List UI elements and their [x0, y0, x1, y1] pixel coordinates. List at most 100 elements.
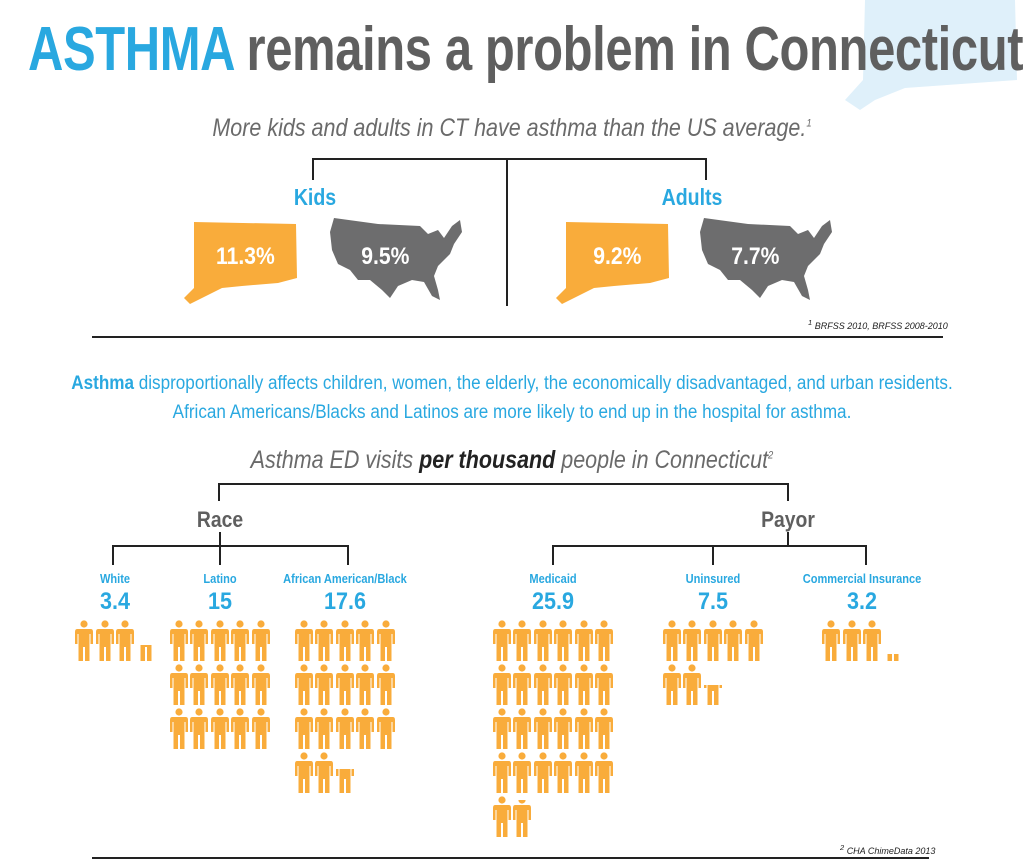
person-icon — [492, 752, 512, 794]
adults-us-value: 7.7% — [731, 243, 780, 270]
person-icon — [723, 620, 743, 662]
person-icon — [189, 708, 209, 750]
person-icon — [553, 708, 573, 750]
title-bold: per thousand — [419, 446, 556, 474]
person-icon — [553, 664, 573, 706]
person-icon — [210, 664, 230, 706]
person-icon — [314, 664, 334, 706]
person-icon — [95, 620, 115, 662]
person-icon — [862, 620, 882, 662]
bracket-line — [312, 158, 314, 180]
title-highlight: ASTHMA — [28, 15, 234, 84]
person-icon — [294, 708, 314, 750]
person-icon — [335, 708, 355, 750]
paragraph-line-1: Asthma disproportionally affects childre… — [51, 373, 973, 395]
group-label: Uninsured — [685, 571, 741, 586]
person-icon — [574, 752, 594, 794]
person-icon — [574, 620, 594, 662]
person-icon — [594, 708, 614, 750]
us-map-icon — [700, 218, 832, 300]
person-icon — [314, 752, 334, 794]
person-icon — [376, 620, 396, 662]
bracket-line — [787, 483, 789, 501]
person-icon — [533, 664, 553, 706]
person-icon — [355, 708, 375, 750]
person-icon — [594, 752, 614, 794]
group-value: 3.4 — [99, 588, 131, 615]
bracket-line — [218, 483, 220, 501]
person-icon — [553, 752, 573, 794]
kids-label: Kids — [293, 184, 337, 210]
footnote-text: CHA ChimeData 2013 — [846, 846, 936, 856]
footnote-mark: 1 — [806, 117, 812, 130]
footnote-1: 1 BRFSS 2010, BRFSS 2008-2010 — [808, 318, 948, 331]
person-icon — [703, 620, 723, 662]
person-icon — [74, 620, 94, 662]
footnote-mark: 2 — [768, 449, 774, 462]
group-value: 25.9 — [531, 588, 575, 615]
person-icon — [492, 796, 512, 838]
us-map-icon — [330, 218, 462, 300]
person-icon — [189, 664, 209, 706]
partial-person-icon — [512, 800, 532, 838]
person-icon — [553, 620, 573, 662]
group-value: 3.2 — [846, 588, 878, 615]
person-icon — [842, 620, 862, 662]
section-divider — [92, 857, 929, 859]
partial-person-icon — [703, 685, 723, 706]
bracket-line — [112, 545, 114, 565]
person-icon — [169, 664, 189, 706]
paragraph-text: disproportionally affects children, wome… — [133, 373, 953, 394]
connecticut-map-icon — [556, 222, 669, 304]
connecticut-map-icon — [184, 222, 297, 304]
person-icon — [533, 708, 553, 750]
person-icon — [594, 620, 614, 662]
bracket-line — [312, 158, 707, 160]
person-icon — [189, 620, 209, 662]
person-icon — [574, 708, 594, 750]
person-icon — [251, 620, 271, 662]
bracket-line — [865, 545, 867, 565]
group-label: Commercial Insurance — [802, 571, 922, 586]
title-pre: Asthma ED visits — [250, 446, 420, 474]
group-value: 7.5 — [697, 588, 729, 615]
footnote-2: 2 CHA ChimeData 2013 — [840, 843, 935, 856]
person-icon — [492, 708, 512, 750]
group-label: Medicaid — [529, 571, 577, 586]
person-icon — [533, 620, 553, 662]
bracket-line — [552, 545, 554, 565]
person-icon — [662, 664, 682, 706]
person-icon — [512, 664, 532, 706]
adults-label: Adults — [661, 184, 723, 210]
person-icon — [169, 708, 189, 750]
person-icon — [294, 664, 314, 706]
bracket-line — [347, 545, 349, 565]
footnote-mark: 1 — [808, 318, 813, 327]
person-icon — [251, 708, 271, 750]
adults-ct-value: 9.2% — [593, 243, 642, 270]
person-icon — [230, 664, 250, 706]
person-icon — [294, 752, 314, 794]
subtitle-text: More kids and adults in CT have asthma t… — [212, 114, 807, 142]
person-icon — [294, 620, 314, 662]
paragraph-lead: Asthma — [71, 373, 134, 394]
person-icon — [533, 752, 553, 794]
divider-line — [506, 158, 508, 306]
person-icon — [210, 620, 230, 662]
person-icon — [251, 664, 271, 706]
person-icon — [574, 664, 594, 706]
bracket-line — [219, 545, 221, 565]
person-icon — [492, 620, 512, 662]
person-icon — [335, 620, 355, 662]
bracket-line — [219, 532, 221, 546]
person-icon — [512, 752, 532, 794]
person-icon — [376, 708, 396, 750]
person-icon — [230, 620, 250, 662]
person-icon — [512, 620, 532, 662]
bracket-line — [112, 545, 349, 547]
paragraph-line-2: African Americans/Blacks and Latinos are… — [172, 402, 852, 423]
payor-label: Payor — [761, 507, 815, 532]
person-icon — [314, 708, 334, 750]
person-icon — [594, 664, 614, 706]
title-post: people in Connecticut — [555, 446, 769, 474]
